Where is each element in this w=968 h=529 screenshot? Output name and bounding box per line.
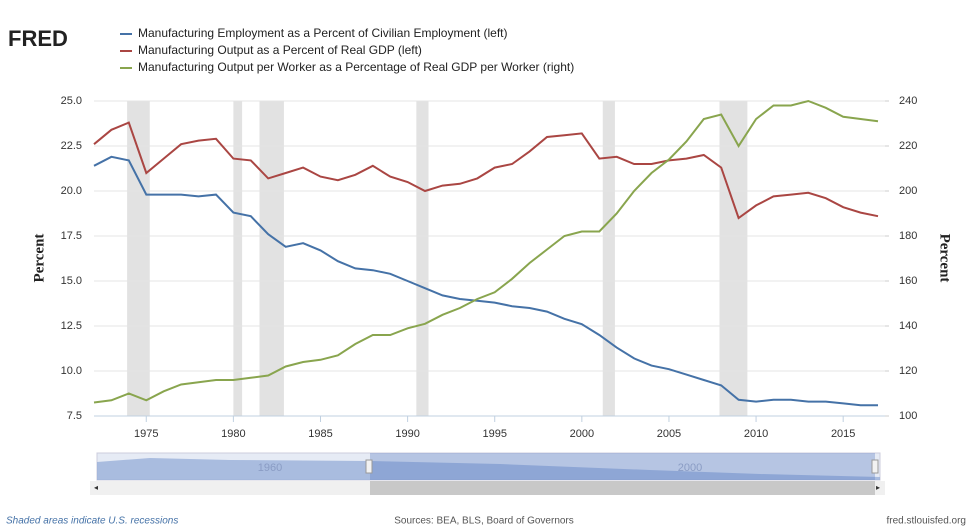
x-tick-label: 1995	[482, 428, 506, 440]
x-tick-label: 1980	[221, 428, 245, 440]
y2-tick-label: 140	[899, 320, 917, 332]
y-tick-label: 17.5	[61, 230, 82, 242]
navigator-area	[97, 458, 880, 480]
legend-label: Manufacturing Output as a Percent of Rea…	[138, 43, 422, 57]
x-tick-label: 1990	[395, 428, 419, 440]
y-tick-label: 22.5	[61, 140, 82, 152]
y2-axis-label: Percent	[937, 234, 953, 283]
note: Shaded areas indicate U.S. recessions	[6, 516, 178, 527]
navigator-selection[interactable]	[370, 453, 875, 480]
series-line	[93, 121, 879, 220]
legend-label: Manufacturing Output per Worker as a Per…	[138, 60, 574, 74]
y-tick-label: 15.0	[61, 275, 82, 287]
legend-label: Manufacturing Employment as a Percent of…	[138, 26, 508, 40]
y2-tick-label: 120	[899, 365, 917, 377]
y2-tick-label: 240	[899, 95, 917, 107]
navigator-handle[interactable]	[365, 459, 373, 474]
y-tick-label: 12.5	[61, 320, 82, 332]
y-axis-label: Percent	[31, 234, 47, 283]
y-tick-label: 25.0	[61, 95, 82, 107]
x-tick-label: 1985	[308, 428, 332, 440]
brand: FRED	[8, 26, 68, 51]
navigator-label: 2000	[678, 462, 702, 474]
series-line	[93, 155, 878, 407]
recession-band	[233, 101, 243, 416]
recession-band	[416, 101, 429, 416]
x-tick-label: 1975	[134, 428, 158, 440]
y-tick-label: 10.0	[61, 365, 82, 377]
source: Sources: BEA, BLS, Board of Governors	[394, 516, 574, 527]
site: fred.stlouisfed.org	[887, 516, 967, 527]
series-line	[93, 99, 879, 404]
navigator-handle[interactable]	[871, 459, 879, 474]
y-tick-label: 20.0	[61, 185, 82, 197]
recession-band	[602, 101, 615, 416]
x-tick-label: 2000	[570, 428, 594, 440]
recession-band	[719, 101, 748, 416]
y2-tick-label: 180	[899, 230, 917, 242]
y2-tick-label: 160	[899, 275, 917, 287]
navigator-label: 1960	[258, 462, 282, 474]
scroll-left[interactable]: ◂	[94, 483, 98, 492]
y2-tick-label: 220	[899, 140, 917, 152]
y2-tick-label: 100	[899, 410, 917, 422]
x-tick-label: 2010	[744, 428, 768, 440]
y-tick-label: 7.5	[67, 410, 82, 422]
recession-band	[127, 101, 150, 416]
x-tick-label: 2015	[831, 428, 855, 440]
y2-tick-label: 200	[899, 185, 917, 197]
x-tick-label: 2005	[657, 428, 681, 440]
scrollbar-thumb[interactable]	[370, 481, 875, 495]
scroll-right[interactable]: ▸	[876, 483, 880, 492]
recession-band	[259, 101, 284, 416]
